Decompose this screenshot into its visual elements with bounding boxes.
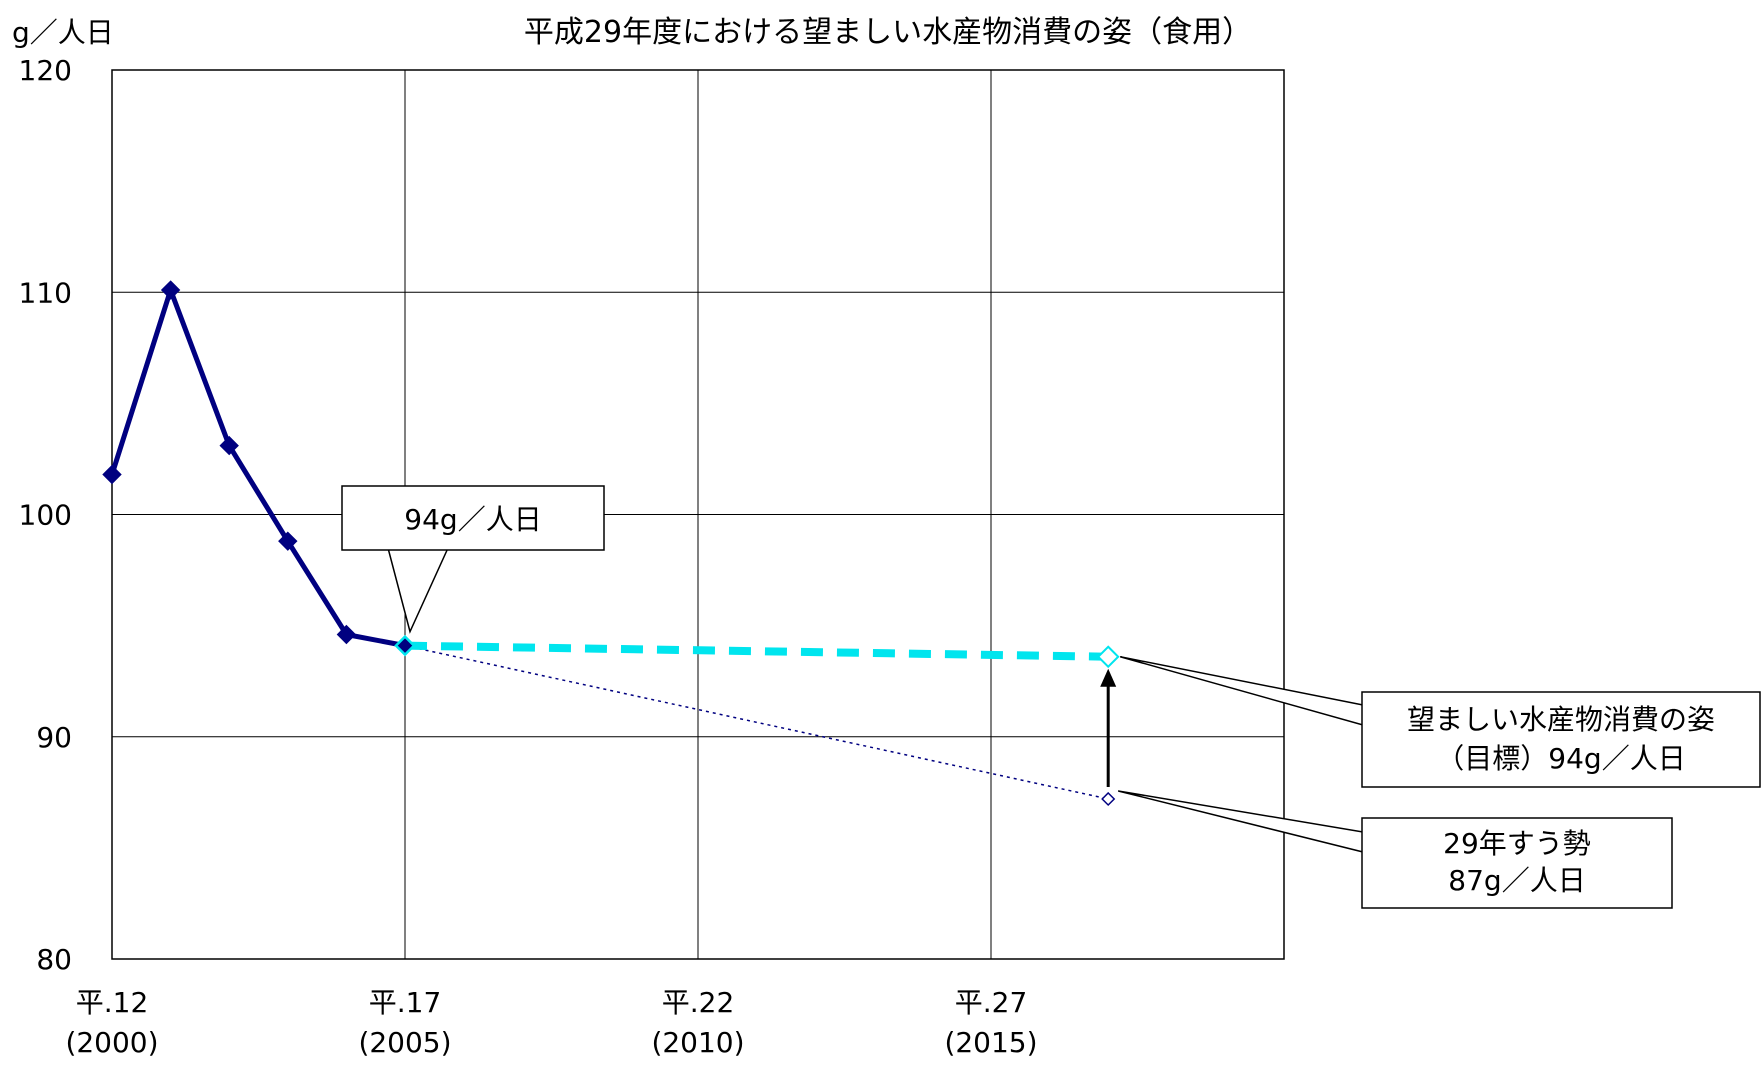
callout-current-text: 94g／人日 <box>404 503 541 536</box>
series-layer <box>102 280 1120 807</box>
series-trend-line <box>404 644 1109 800</box>
x-tick-label: 平.17 <box>369 986 442 1019</box>
y-tick-labels: 80 90 100 110 120 <box>19 54 72 976</box>
y-tick-label: 90 <box>36 721 72 754</box>
plot-area <box>111 69 1285 960</box>
y-tick-label: 120 <box>19 54 72 87</box>
callout-target: 望ましい水産物消費の姿 （目標）94g／人日 <box>1119 656 1761 788</box>
data-point-actual <box>278 531 298 551</box>
data-point-actual <box>102 464 122 485</box>
series-target-line <box>404 641 1109 661</box>
callout-current-pointer <box>387 547 450 634</box>
series-actual-line <box>109 287 406 649</box>
data-point-actual <box>394 634 416 657</box>
data-point-target <box>1096 645 1120 669</box>
y-tick-label: 80 <box>36 943 72 976</box>
x-tick-labels: 平.12 (2000) 平.17 (2005) 平.22 (2010) 平.27 (2015) <box>65 986 1037 1059</box>
callout-current-box <box>341 485 605 551</box>
callout-trend-line2: 87g／人日 <box>1448 864 1585 897</box>
x-tick-label: 平.12 <box>76 986 149 1019</box>
y-tick-label: 110 <box>19 276 72 309</box>
x-tick-label: 平.22 <box>662 986 735 1019</box>
callout-trend-pointer <box>1118 790 1364 853</box>
data-point-trend <box>1101 791 1116 807</box>
x-tick-label: 平.27 <box>955 986 1028 1019</box>
data-point-actual <box>336 624 357 645</box>
gap-arrow-head <box>1100 668 1117 687</box>
callout-target-line1: 望ましい水産物消費の姿 <box>1407 703 1715 736</box>
callout-target-pointer <box>1119 656 1364 726</box>
x-tick-sublabel: (2010) <box>651 1026 744 1059</box>
chart-title: 平成29年度における望ましい水産物消費の姿（食用） <box>524 15 1252 50</box>
x-tick-sublabel: (2015) <box>944 1026 1037 1059</box>
callout-target-box <box>1361 691 1761 788</box>
data-point-actual <box>219 435 239 456</box>
x-tick-sublabel: (2005) <box>358 1026 451 1059</box>
y-tick-label: 100 <box>19 499 72 532</box>
callout-trend-line1: 29年すう勢 <box>1443 827 1591 860</box>
callout-target-line2: （目標）94g／人日 <box>1436 742 1685 775</box>
x-tick-sublabel: (2000) <box>65 1026 158 1059</box>
callout-trend-box <box>1361 817 1673 909</box>
y-axis-label: g／人日 <box>12 16 114 49</box>
data-point-actual <box>160 280 181 300</box>
callout-trend: 29年すう勢 87g／人日 <box>1118 790 1673 909</box>
callout-current: 94g／人日 <box>341 485 605 634</box>
gridlines <box>112 70 1284 959</box>
